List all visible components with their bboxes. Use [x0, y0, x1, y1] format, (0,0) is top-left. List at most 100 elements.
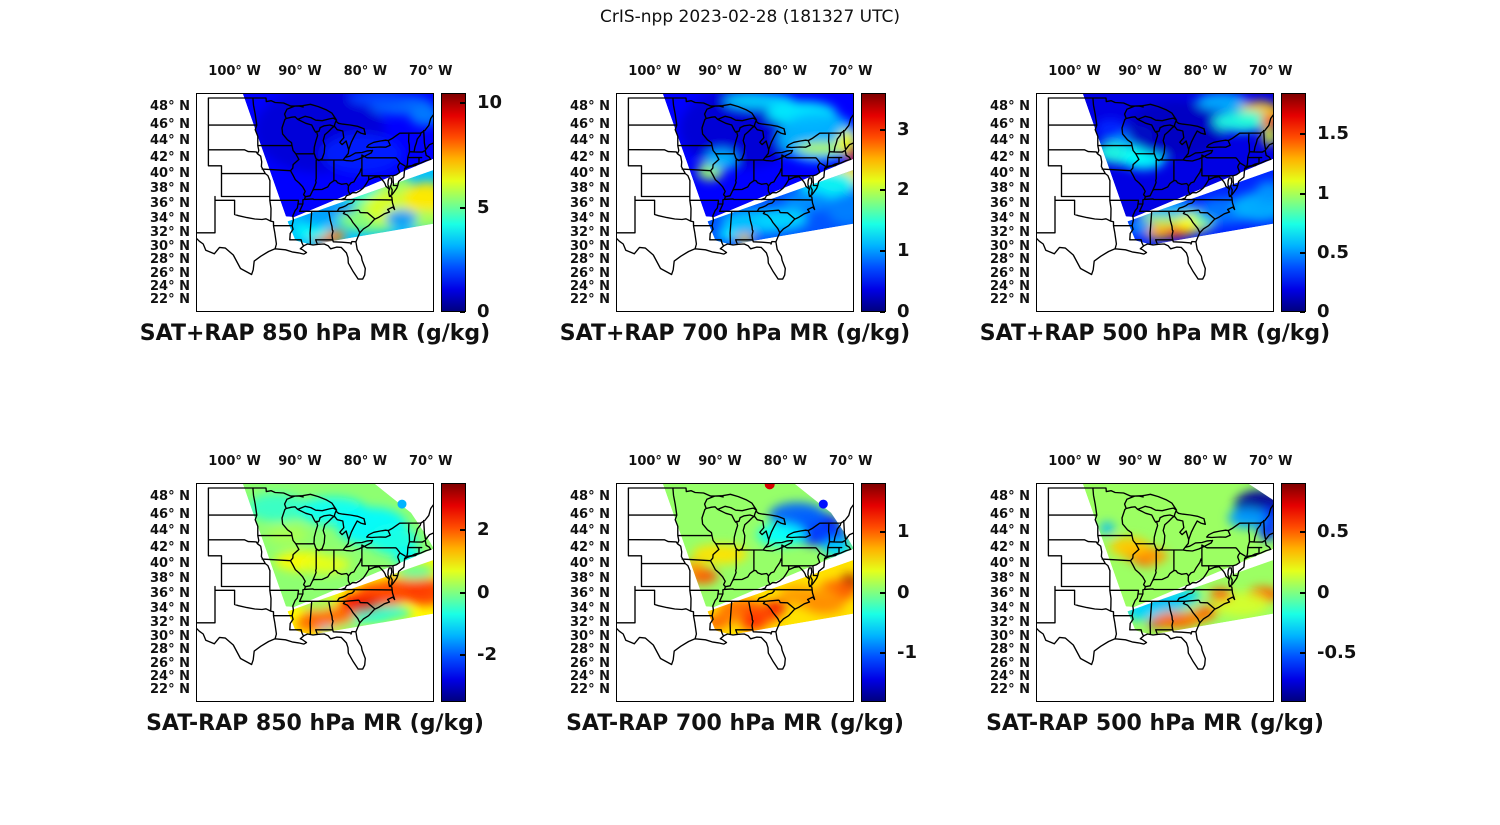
map-panel: 100° W 90° W 80° W 70° W 48° N 46° N 44° N 42°…	[520, 51, 960, 357]
lat-tick-label: 30° N	[990, 238, 1030, 254]
map-area	[616, 483, 854, 702]
lat-tick-label: 34° N	[570, 600, 610, 616]
colorbar-tick-mark	[880, 250, 885, 253]
map-frame	[1036, 93, 1274, 312]
lat-tick-label: 38° N	[570, 571, 610, 586]
lat-tick-label: 28° N	[150, 252, 190, 268]
lat-tick-label: 22° N	[570, 681, 610, 697]
map-frame	[196, 483, 434, 702]
lat-tick-label: 48° N	[990, 99, 1030, 115]
lat-tick-label: 36° N	[570, 585, 610, 601]
map-canvas	[1036, 483, 1274, 702]
lat-tick-label: 22° N	[150, 291, 190, 307]
lat-tick-label: 46° N	[570, 116, 610, 132]
colorbar-tick-label: 1	[897, 240, 910, 262]
data-swath-south	[1127, 559, 1274, 635]
lon-tick-label: 80° W	[763, 454, 808, 469]
map-canvas	[1036, 93, 1274, 312]
lon-tick-label: 70° W	[828, 64, 873, 79]
lon-tick-label: 70° W	[1248, 64, 1293, 79]
colorbar-tick-label: 5	[477, 196, 490, 218]
colorbar-tick-mark	[880, 652, 885, 655]
lat-tick-label: 38° N	[150, 181, 190, 196]
lon-tick-label: 90° W	[698, 64, 742, 79]
lon-tick-label: 80° W	[1183, 454, 1228, 469]
colorbar-tick-mark	[460, 528, 465, 531]
lat-tick-label: 38° N	[990, 571, 1030, 586]
lat-tick-label: 40° N	[990, 555, 1030, 571]
lon-tick-label: 90° W	[278, 454, 322, 469]
colorbar-tick-label: 10	[477, 92, 503, 114]
data-dots	[764, 483, 828, 509]
figure-title: CrIS-npp 2023-02-28 (181327 UTC)	[599, 7, 901, 27]
lon-tick-label: 80° W	[343, 64, 388, 79]
lon-tick-label: 80° W	[763, 64, 808, 79]
lon-tick-label: 80° W	[343, 454, 388, 469]
colorbar	[861, 93, 886, 312]
colorbar-tick-label: 2	[477, 518, 490, 540]
lat-tick-label: 22° N	[150, 681, 190, 697]
lon-tick-label: 90° W	[1118, 454, 1162, 469]
lon-tick-label: 90° W	[698, 454, 742, 469]
colorbar-tick-mark	[1300, 652, 1305, 655]
lat-tick-label: 44° N	[990, 133, 1030, 149]
lat-tick-label: 42° N	[570, 149, 610, 165]
lon-tick-label: 100° W	[208, 454, 261, 469]
colorbar-tick-label: 1	[1317, 182, 1330, 204]
map-frame	[616, 483, 854, 702]
state-borders	[1036, 97, 1274, 280]
lat-tick-label: 40° N	[150, 555, 190, 571]
colorbar-tick-label: 0	[477, 581, 490, 603]
panel-title: SAT-RAP 500 hPa MR (g/kg)	[986, 711, 1324, 736]
colorbar-tick-label: 0	[1317, 581, 1330, 603]
colorbar-tick-mark	[1300, 133, 1305, 136]
panel-title: SAT-RAP 850 hPa MR (g/kg)	[146, 711, 484, 736]
map-area	[616, 93, 854, 312]
lat-tick-label: 32° N	[990, 224, 1030, 240]
lon-tick-label: 70° W	[408, 64, 453, 79]
colorbar-tick-label: 0	[1317, 301, 1330, 322]
lat-tick-label: 34° N	[990, 210, 1030, 226]
lat-tick-label: 34° N	[150, 600, 190, 616]
map-panel: 100° W 90° W 80° W 70° W 48° N 46° N 44° N 42°…	[100, 51, 540, 357]
map-canvas	[196, 93, 434, 312]
lat-tick-label: 44° N	[150, 523, 190, 539]
lat-tick-label: 30° N	[570, 628, 610, 644]
map-panel: 100° W 90° W 80° W 70° W 48° N 46° N 44° N 42°…	[940, 441, 1380, 747]
lat-tick-label: 46° N	[150, 116, 190, 132]
map-area	[196, 483, 434, 702]
colorbar-tick-label: 1.5	[1317, 123, 1349, 145]
colorbar-tick-label: 2	[897, 179, 910, 201]
lat-tick-label: 30° N	[150, 238, 190, 254]
lat-tick-label: 42° N	[990, 539, 1030, 555]
state-borders	[1036, 487, 1274, 670]
data-swath-north	[1081, 483, 1274, 608]
lat-tick-label: 44° N	[150, 133, 190, 149]
lat-tick-label: 22° N	[570, 291, 610, 307]
colorbar-tick-mark	[880, 311, 885, 313]
colorbar-tick-mark	[1300, 192, 1305, 195]
colorbar-tick-label: 0	[897, 581, 910, 603]
colorbar-tick-label: -0.5	[1317, 642, 1357, 664]
lat-tick-label: 36° N	[990, 195, 1030, 211]
lat-tick-label: 26° N	[150, 655, 190, 671]
lat-tick-label: 36° N	[150, 195, 190, 211]
map-frame	[616, 93, 854, 312]
lat-tick-label: 38° N	[990, 181, 1030, 196]
lat-tick-label: 34° N	[150, 210, 190, 226]
colorbar-tick-mark	[460, 311, 465, 313]
lat-tick-label: 46° N	[570, 506, 610, 522]
lat-tick-label: 28° N	[570, 252, 610, 268]
map-canvas	[616, 93, 854, 312]
lat-tick-label: 42° N	[150, 539, 190, 555]
panel-title: SAT-RAP 700 hPa MR (g/kg)	[566, 711, 904, 736]
lat-tick-label: 24° N	[150, 668, 190, 684]
lon-tick-label: 100° W	[1048, 454, 1101, 469]
lat-tick-label: 44° N	[990, 523, 1030, 539]
colorbar-tick-label: -1	[897, 642, 917, 664]
colorbar-tick-mark	[460, 591, 465, 594]
lat-tick-label: 42° N	[990, 149, 1030, 165]
lat-tick-label: 26° N	[570, 265, 610, 281]
colorbar-tick-label: -2	[477, 644, 497, 666]
lat-tick-label: 46° N	[150, 506, 190, 522]
